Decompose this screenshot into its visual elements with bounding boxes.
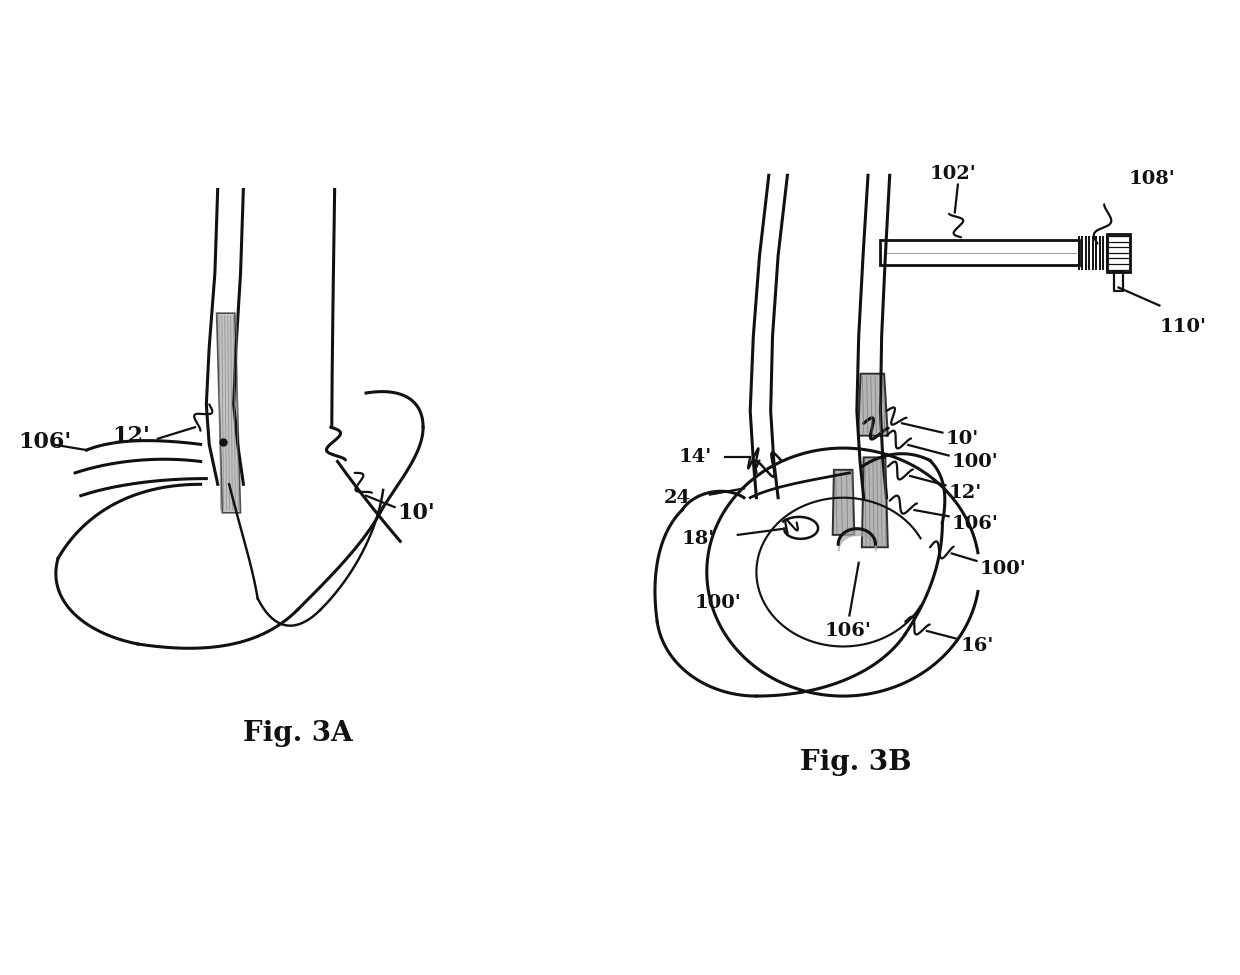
Text: 24: 24 [663, 488, 691, 507]
Text: 100': 100' [980, 560, 1027, 578]
Text: 106': 106' [952, 515, 998, 532]
FancyBboxPatch shape [1107, 234, 1131, 272]
Text: 12': 12' [113, 425, 150, 447]
FancyBboxPatch shape [880, 241, 1079, 265]
Text: Fig. 3A: Fig. 3A [243, 720, 352, 747]
Text: 100': 100' [952, 452, 998, 471]
Polygon shape [217, 313, 241, 513]
Text: Fig. 3B: Fig. 3B [800, 750, 911, 776]
Text: 18': 18' [682, 530, 715, 548]
Text: 100': 100' [694, 594, 742, 612]
Text: 10': 10' [398, 502, 435, 524]
Text: 16': 16' [961, 638, 994, 655]
Polygon shape [858, 373, 888, 436]
Text: 10': 10' [945, 430, 978, 448]
Polygon shape [862, 457, 888, 547]
Text: 110': 110' [1159, 318, 1207, 335]
Text: 102': 102' [930, 165, 977, 182]
Polygon shape [833, 470, 854, 535]
Text: 106': 106' [19, 431, 72, 452]
Text: 12': 12' [949, 484, 982, 502]
Text: 106': 106' [825, 622, 872, 640]
Text: 108': 108' [1128, 170, 1176, 187]
Text: 14': 14' [680, 448, 712, 466]
